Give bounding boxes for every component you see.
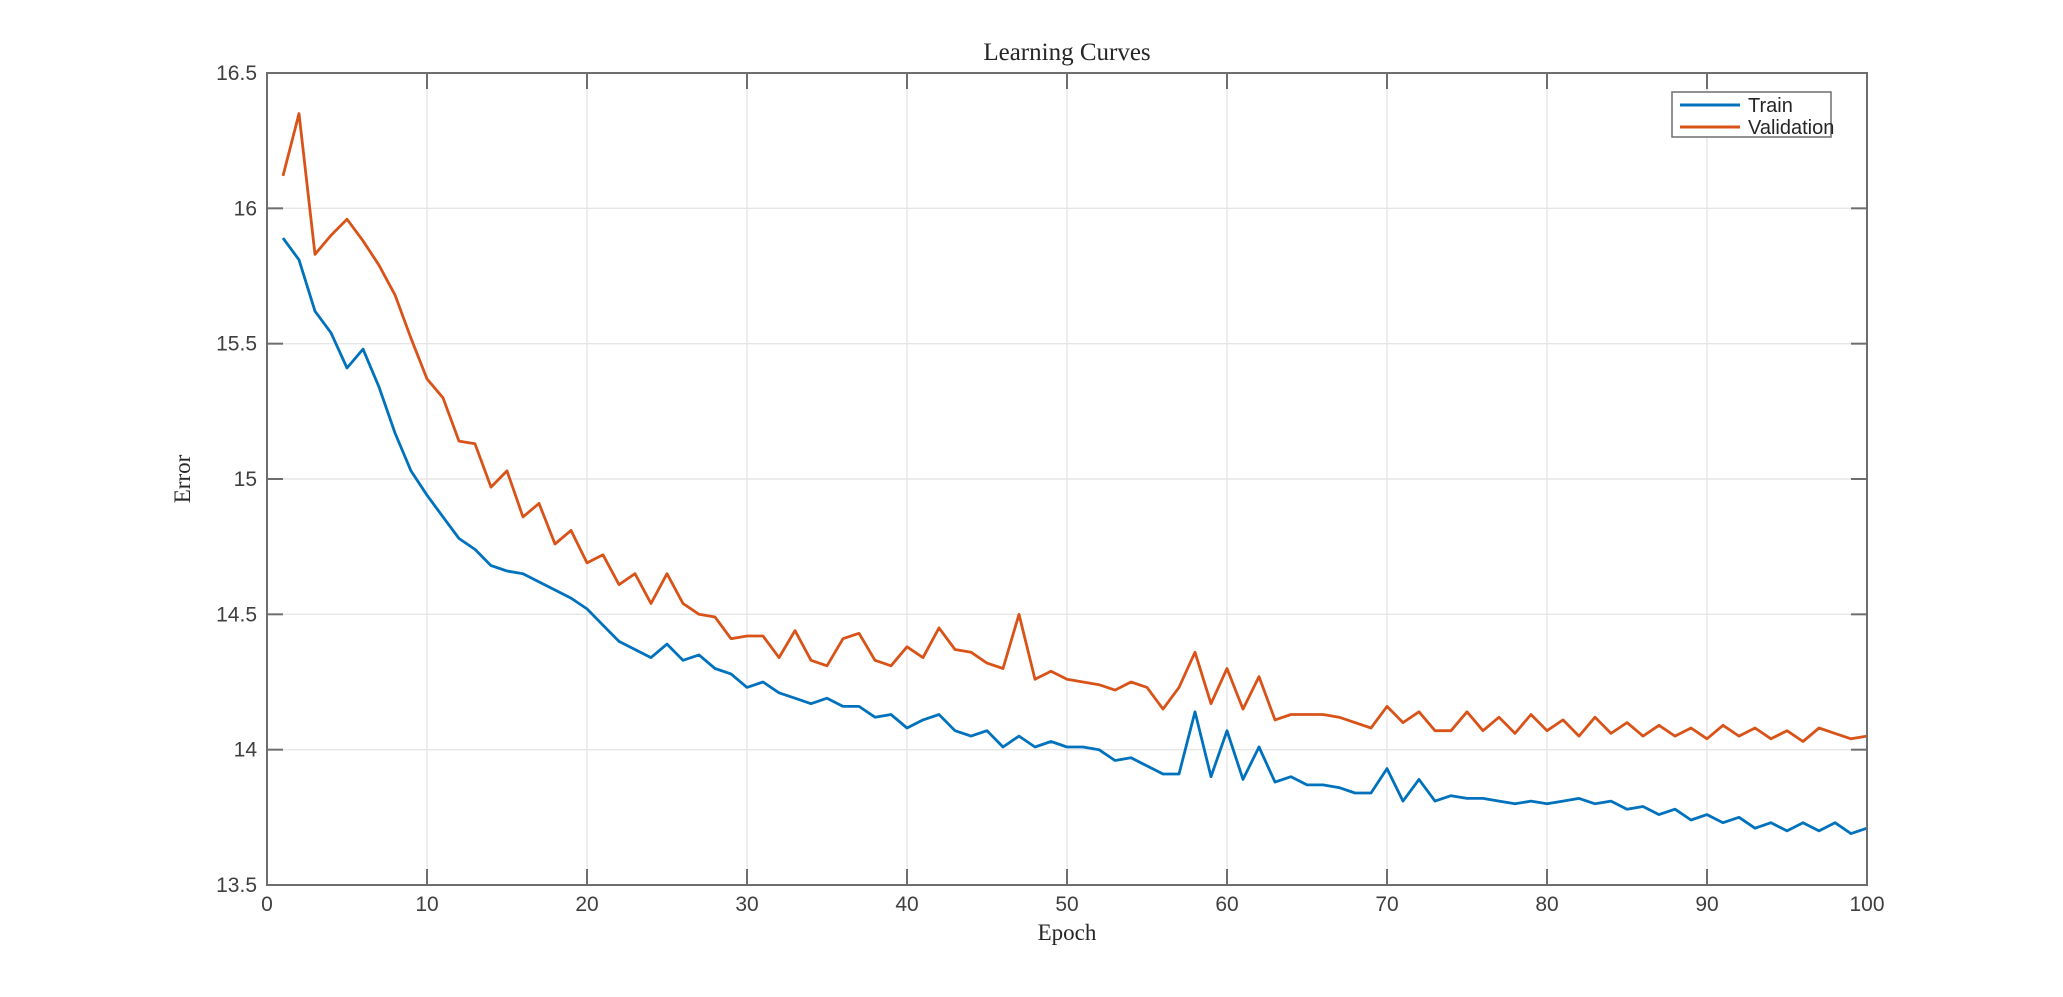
legend-validation-label: Validation <box>1748 117 1834 139</box>
x-tick-label: 80 <box>1535 893 1558 916</box>
train-line <box>281 237 1868 835</box>
x-tick-label: 70 <box>1375 893 1398 916</box>
x-axis-label: Epoch <box>1038 920 1097 945</box>
x-tick-label: 40 <box>895 893 918 916</box>
y-tick-label: 15 <box>234 468 257 491</box>
y-tick-label: 16 <box>234 197 257 220</box>
x-tick-label: 60 <box>1215 893 1238 916</box>
y-tick-label: 14 <box>234 739 258 762</box>
x-tick-label: 30 <box>735 893 758 916</box>
y-tick-label: 13.5 <box>216 874 257 897</box>
y-tick-label: 14.5 <box>216 603 257 626</box>
legend-border <box>1671 91 1832 138</box>
x-tick-label: 0 <box>261 893 273 916</box>
x-tick-label: 100 <box>1849 893 1884 916</box>
chart-title: Learning Curves <box>983 39 1150 66</box>
x-tick-label: 50 <box>1055 893 1078 916</box>
plot-border <box>266 72 1868 886</box>
y-tick-labels: 13.5 14 14.5 15 15.5 16 16.5 <box>216 62 257 897</box>
x-tick-labels: 0 10 20 30 40 50 60 70 80 90 100 <box>261 893 1884 916</box>
axis-ticks <box>267 73 1867 885</box>
validation-line <box>281 112 1868 743</box>
legend-train-label: Train <box>1748 95 1793 117</box>
gridlines <box>267 73 1867 885</box>
y-tick-label: 15.5 <box>216 333 257 356</box>
x-tick-label: 20 <box>575 893 598 916</box>
x-tick-label: 10 <box>415 893 438 916</box>
legend: Train Validation <box>1671 91 1834 139</box>
y-tick-label: 16.5 <box>216 62 257 85</box>
x-tick-label: 90 <box>1695 893 1718 916</box>
y-axis-label: Error <box>170 454 195 503</box>
data-series <box>281 112 1868 835</box>
